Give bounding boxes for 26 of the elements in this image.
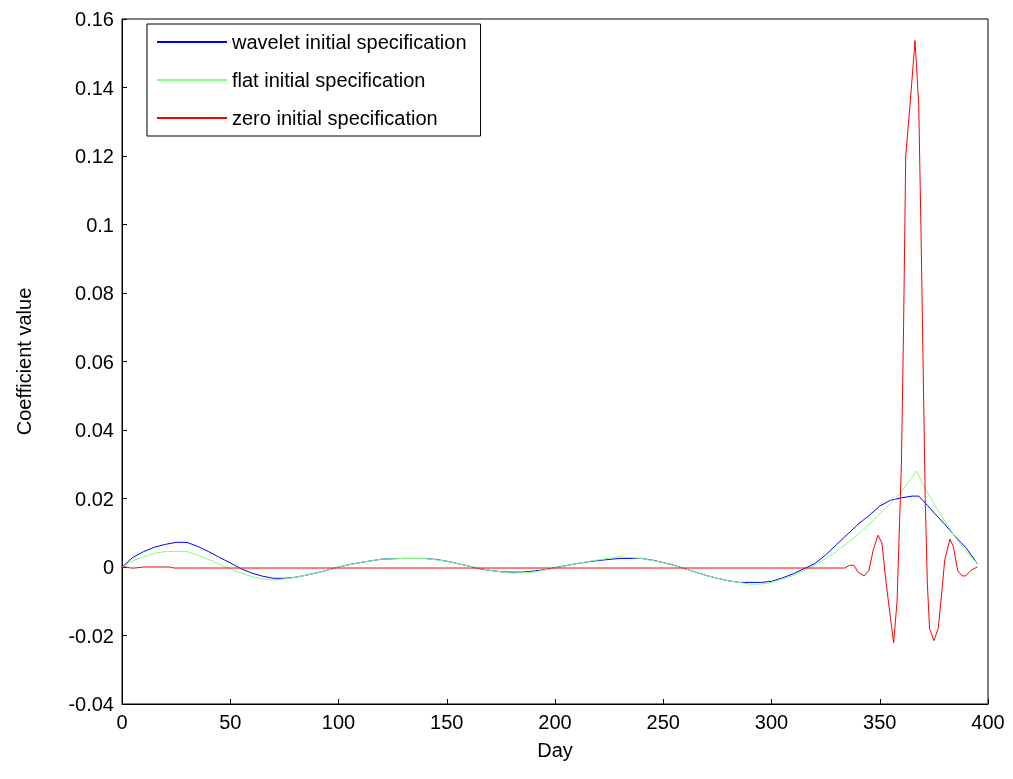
x-tick-label: 50 [219,711,242,733]
y-tick-label: -0.04 [68,693,114,715]
y-tick-label: 0.08 [75,282,114,304]
line-series [121,470,978,585]
legend-label: wavelet initial specification [231,31,467,53]
y-tick-label: -0.02 [68,624,114,647]
x-tick-label: 400 [971,711,1005,733]
x-tick-label: 300 [754,711,789,733]
x-tick-label: 0 [116,711,128,733]
y-tick-label: 0.02 [75,487,114,510]
y-tick-label: 0.04 [75,419,114,441]
y-tick-label: 0.1 [86,213,114,236]
x-tick-label: 100 [321,711,356,733]
x-tick-label: 150 [430,711,464,733]
y-tick-label: 0 [102,556,114,578]
y-tick-label: 0.06 [75,350,114,373]
y-tick-label: 0.16 [75,8,114,30]
legend-label: zero initial specification [232,107,438,129]
x-axis-title: Day [537,739,573,761]
y-tick-label: 0.12 [75,145,114,167]
y-axis-title: Coefficient value [13,287,35,436]
x-tick-label: 250 [646,711,680,733]
x-tick-label: 350 [863,711,897,733]
y-tick-label: 0.14 [75,76,114,99]
x-tick-label: 200 [538,711,572,733]
legend-label: flat initial specification [232,69,426,91]
